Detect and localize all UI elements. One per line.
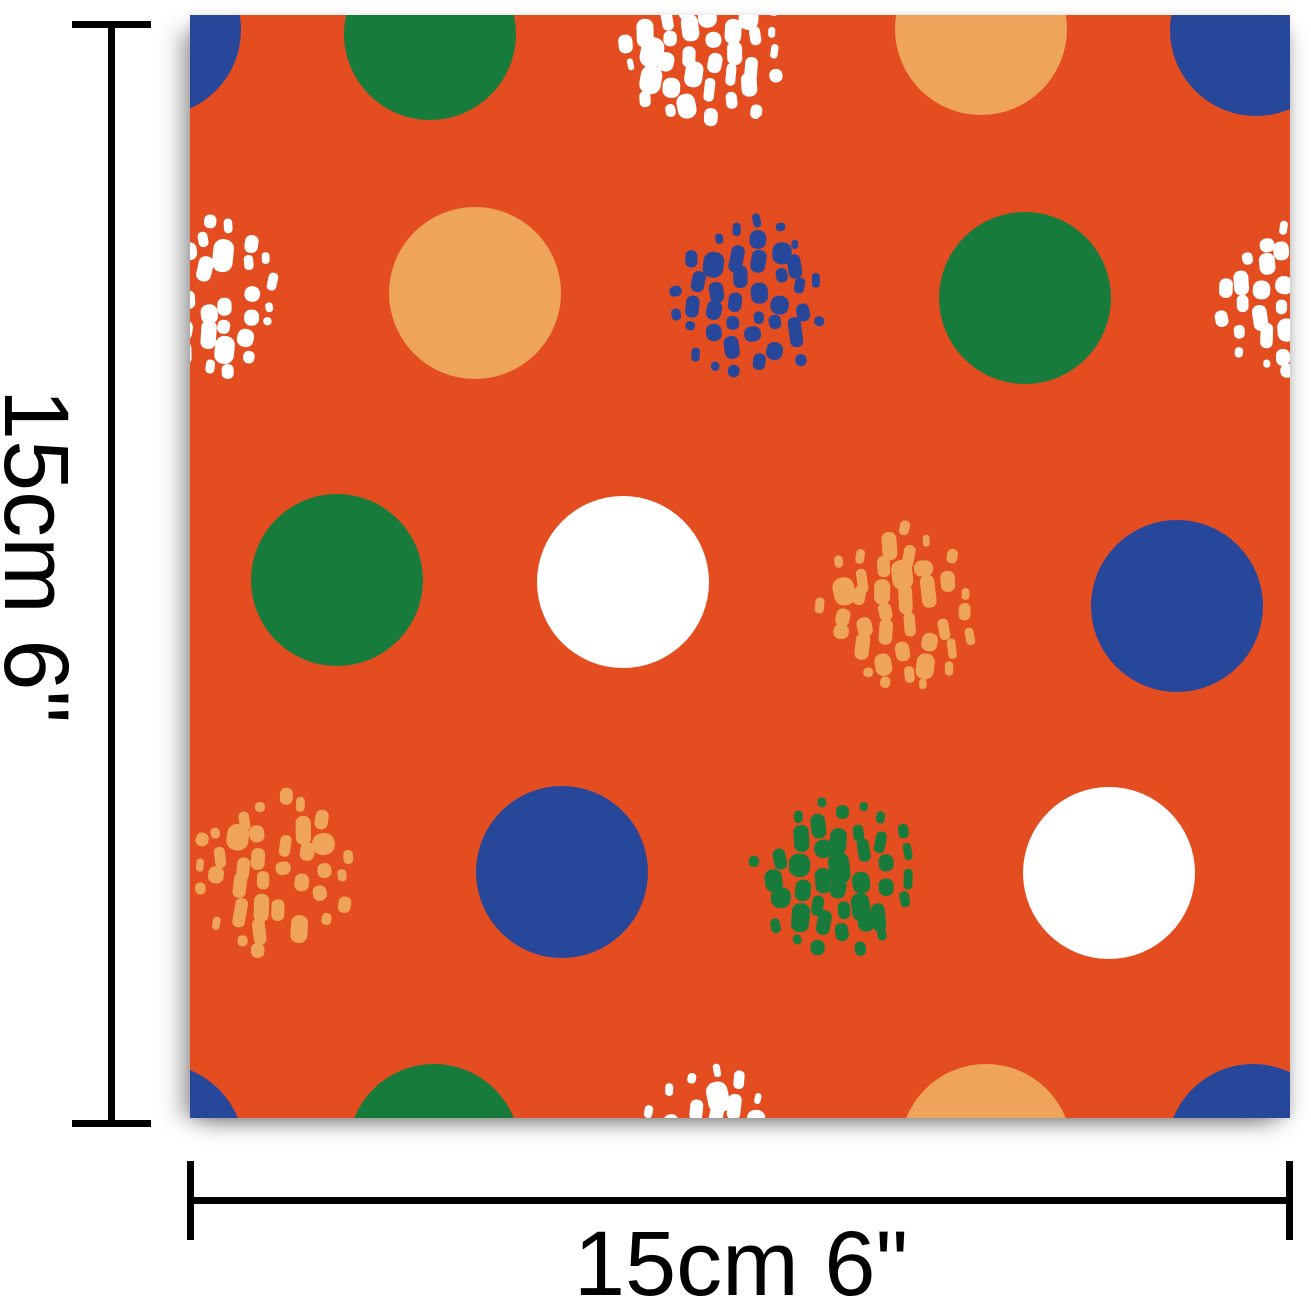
polka-dot-green-solid — [348, 1064, 520, 1118]
height-dimension-cap-bottom — [72, 1120, 151, 1127]
polka-dot-green-textured — [748, 797, 913, 956]
polka-dot-tan-textured — [814, 520, 976, 690]
width-dimension-line — [187, 1197, 1293, 1204]
polka-dot-green-solid — [939, 212, 1111, 384]
polka-dot-blue-solid — [1167, 1064, 1290, 1118]
polka-dot-blue-textured — [669, 213, 825, 378]
polka-dot-white-textured — [1214, 220, 1290, 378]
width-dimension-cap-right — [1286, 1161, 1293, 1240]
polka-dot-white-solid — [537, 496, 709, 668]
polka-dot-tan-solid — [900, 1064, 1072, 1118]
polka-dot-blue-solid — [190, 15, 241, 116]
polka-dot-blue-solid — [190, 1064, 244, 1118]
polka-dot-tan-solid — [895, 15, 1067, 115]
paper-sheet — [190, 15, 1290, 1118]
width-dimension-label: 15cm 6" — [573, 1213, 909, 1306]
polka-dot-tan-solid — [389, 207, 561, 379]
height-dimension-line — [108, 21, 115, 1127]
polka-dot-blue-solid — [476, 786, 648, 958]
polka-dot-green-solid — [344, 15, 516, 120]
polka-dot-blue-solid — [1170, 15, 1290, 116]
polka-dot-white-textured — [618, 15, 783, 127]
polka-dot-green-solid — [251, 494, 423, 666]
polka-dot-tan-textured — [194, 787, 354, 958]
polka-dot-white-solid — [1023, 787, 1195, 959]
polka-dot-white-textured — [190, 214, 279, 379]
height-dimension-label: 15cm 6" — [0, 388, 87, 724]
polka-dot-blue-solid — [1091, 520, 1263, 692]
polka-dot-white-textured — [643, 1063, 766, 1118]
